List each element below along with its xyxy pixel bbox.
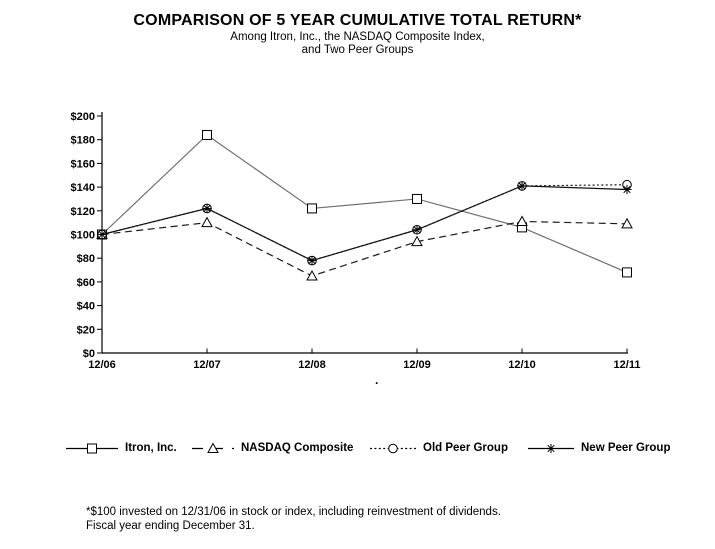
y-tick-label: $200 (71, 111, 95, 123)
triangle-marker-swatch (192, 441, 234, 453)
chart-subtitle-line2: and Two Peer Groups (301, 44, 414, 56)
stray-period: . (375, 373, 379, 387)
chart-title: COMPARISON OF 5 YEAR CUMULATIVE TOTAL RE… (133, 12, 582, 29)
legend-label: NASDAQ Composite (241, 442, 354, 454)
x-tick-label: 12/11 (614, 359, 641, 371)
chart-subtitle-line1: Among Itron, Inc., the NASDAQ Composite … (230, 31, 485, 43)
legend-item-new-peer-group: New Peer Group (528, 440, 670, 456)
legend-item-old-peer-group: Old Peer Group (370, 440, 508, 456)
legend-label: New Peer Group (581, 442, 671, 454)
x-tick-label: 12/09 (403, 359, 431, 371)
y-tick-label: $60 (77, 277, 95, 289)
legend-label: Old Peer Group (423, 442, 508, 454)
x-tick-label: 12/10 (508, 359, 536, 371)
series-new-peer-group (97, 181, 632, 266)
circle-marker-swatch (370, 443, 416, 453)
chart-footnote: *$100 invested on 12/31/06 in stock or i… (86, 505, 501, 533)
legend-item-nasdaq-composite: NASDAQ Composite (192, 440, 353, 456)
series-old-peer-group (97, 179, 632, 266)
series-nasdaq-composite (96, 215, 633, 281)
footnote-line2: Fiscal year ending December 31. (86, 520, 255, 532)
axes (101, 112, 628, 354)
star-marker-swatch (528, 443, 574, 453)
y-tick-label: $0 (83, 348, 95, 360)
x-tick-label: 12/08 (298, 359, 326, 371)
y-tick-label: $80 (77, 253, 95, 265)
y-tick-label: $140 (71, 182, 95, 194)
legend-item-itron-inc: Itron, Inc. (66, 440, 177, 456)
y-tick-label: $20 (77, 324, 95, 336)
legend-label: Itron, Inc. (125, 442, 177, 454)
y-tick-label: $120 (71, 206, 95, 218)
y-axis-ticks: $0 $20 $40 $60 $80 $100 $120 $140 $160 $180 $200 (71, 111, 102, 360)
footnote-line1: *$100 invested on 12/31/06 in stock or i… (86, 506, 501, 518)
y-tick-label: $160 (71, 158, 95, 170)
x-tick-label: 12/07 (193, 359, 221, 371)
y-tick-label: $100 (71, 230, 95, 242)
x-axis-ticks: 12/06 12/07 12/08 12/09 12/10 12/11 (88, 348, 641, 371)
y-tick-label: $180 (71, 135, 95, 147)
series-itron-inc (97, 129, 632, 278)
square-marker-swatch (66, 443, 118, 453)
y-tick-label: $40 (77, 301, 95, 313)
x-tick-label: 12/06 (88, 359, 116, 371)
